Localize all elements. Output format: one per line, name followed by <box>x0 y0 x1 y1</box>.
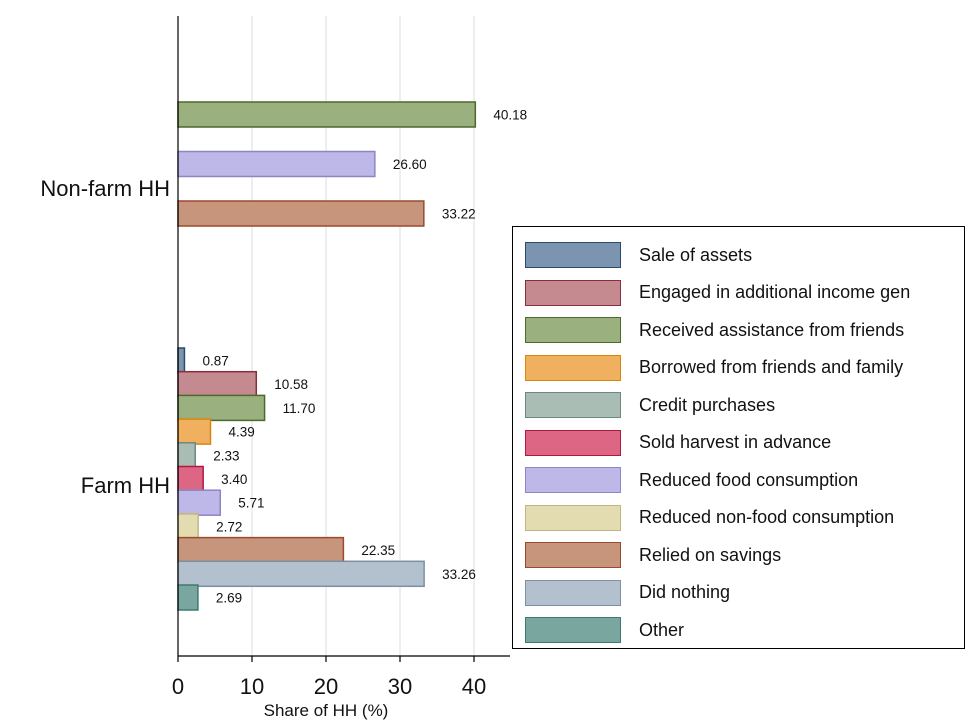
legend-swatch <box>525 354 621 381</box>
legend-label: Other <box>639 619 685 640</box>
legend-item: Sale of assets <box>525 241 752 269</box>
legend-swatch <box>525 504 621 531</box>
group-label-non-farm: Non-farm HH <box>40 176 170 201</box>
x-tick-label: 40 <box>462 674 486 699</box>
legend-item: Credit purchases <box>525 391 775 419</box>
legend-item: Borrowed from friends and family <box>525 354 903 382</box>
bar-value-label: 22.35 <box>361 543 395 558</box>
bar-value-label: 5.71 <box>238 496 264 511</box>
legend-label: Relied on savings <box>639 544 782 565</box>
bar-value-label: 40.18 <box>493 108 527 123</box>
bar-farm-10 <box>177 584 199 611</box>
bar-farm-1 <box>177 370 258 398</box>
bar-farm-2 <box>177 394 266 422</box>
bar-farm-4 <box>177 442 196 469</box>
x-axis-title: Share of HH (%) <box>264 701 389 720</box>
legend-item: Received assistance from friends <box>525 316 904 344</box>
bar-value-label: 2.72 <box>216 519 242 534</box>
bar-farm-3 <box>177 418 212 445</box>
legend-item: Sold harvest in advance <box>525 429 831 457</box>
legend-swatch <box>525 579 621 606</box>
legend-item: Reduced food consumption <box>525 466 858 494</box>
legend: Sale of assets Engaged in additional inco… <box>512 226 965 649</box>
legend-label: Reduced non-food consumption <box>639 507 895 527</box>
legend-label: Sold harvest in advance <box>639 432 832 452</box>
bar-value-label: 26.60 <box>393 157 427 172</box>
legend-swatch <box>525 542 621 568</box>
group-label-farm: Farm HH <box>81 473 170 498</box>
legend-item: Did nothing <box>525 579 730 607</box>
legend-swatch <box>525 279 621 306</box>
bar-nonfarm-8 <box>177 200 425 227</box>
legend-swatch <box>525 392 621 418</box>
legend-label: Sale of assets <box>639 244 753 265</box>
bar-value-label: 2.69 <box>216 591 242 606</box>
x-axis-ticks: 0 10 20 30 40 <box>172 656 486 699</box>
legend-swatch <box>525 429 621 456</box>
legend-swatch <box>525 317 621 343</box>
legend-label: Credit purchases <box>639 394 776 415</box>
bar-nonfarm-6 <box>177 150 376 178</box>
legend-item: Engaged in additional income gen <box>525 279 910 307</box>
legend-swatch <box>525 617 621 643</box>
bar-farm-8 <box>177 536 345 564</box>
legend-item: Reduced non-food consumption <box>525 504 894 532</box>
bar-value-label: 0.87 <box>202 354 228 369</box>
bar-farm-6 <box>177 489 222 516</box>
bar-farm-5 <box>177 465 204 493</box>
legend-swatch <box>525 242 621 268</box>
legend-item: Relied on savings <box>525 541 781 569</box>
x-tick-label: 20 <box>314 674 338 699</box>
bars <box>177 101 477 611</box>
bar-farm-0 <box>177 347 186 374</box>
bar-farm-9 <box>177 560 425 588</box>
x-tick-label: 30 <box>388 674 412 699</box>
legend-label: Engaged in additional income gen <box>639 282 911 302</box>
bar-nonfarm-2 <box>177 101 477 128</box>
x-tick-label: 10 <box>240 674 264 699</box>
legend-label: Did nothing <box>639 582 731 602</box>
bar-farm-7 <box>177 513 199 540</box>
data-labels: 40.18 26.60 33.22 0.87 10.58 11.70 4.39 2.33 3.4… <box>202 108 527 606</box>
legend-label: Reduced food consumption <box>639 469 859 490</box>
legend-label: Received assistance from friends <box>639 319 905 340</box>
bar-value-label: 10.58 <box>274 377 308 392</box>
legend-label: Borrowed from friends and family <box>639 357 904 377</box>
legend-swatch <box>525 467 621 493</box>
x-tick-label: 0 <box>172 674 184 699</box>
bar-value-label: 33.22 <box>442 207 476 222</box>
bar-value-label: 3.40 <box>221 472 247 487</box>
bar-value-label: 2.33 <box>213 448 239 463</box>
legend-item: Other <box>525 616 684 644</box>
bar-value-label: 11.70 <box>283 401 316 416</box>
bar-value-label: 4.39 <box>228 425 254 440</box>
bar-value-label: 33.26 <box>442 567 476 582</box>
